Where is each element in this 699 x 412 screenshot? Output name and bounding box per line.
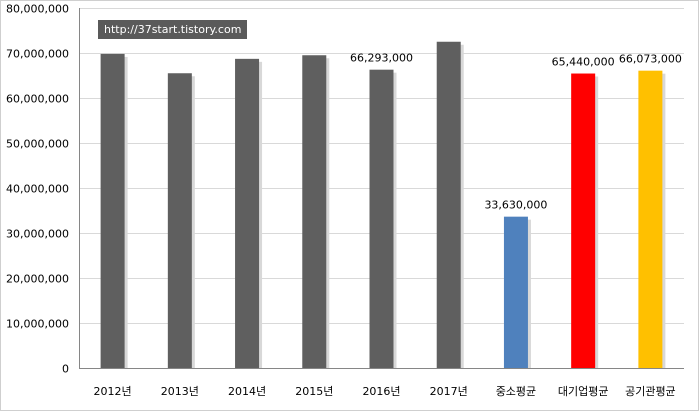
bars <box>100 41 666 369</box>
x-tick-label: 2014년 <box>228 385 266 398</box>
data-label: 66,073,000 <box>619 53 682 66</box>
data-labels: 66,293,000 33,630,000 65,440,000 66,073,000 <box>350 52 682 212</box>
y-axis-ticks: 0 10,000,000 20,000,000 30,000,000 40,000,00… <box>6 3 69 376</box>
data-label: 66,293,000 <box>350 52 413 65</box>
bar <box>167 73 192 368</box>
watermark-label: http://37start.tistory.com <box>98 20 248 39</box>
y-tick-label: 10,000,000 <box>6 318 69 331</box>
bar <box>235 58 260 368</box>
bar <box>638 70 663 368</box>
bar <box>436 41 461 368</box>
bar <box>302 55 327 368</box>
y-tick-label: 80,000,000 <box>6 3 69 16</box>
data-label: 33,630,000 <box>484 199 547 212</box>
y-tick-label: 50,000,000 <box>6 138 69 151</box>
y-tick-label: 30,000,000 <box>6 228 69 241</box>
y-tick-label: 0 <box>62 363 69 376</box>
x-axis-labels: 2012년 2013년 2014년 2015년 2016년 2017년 중소평균 대기업평균 공… <box>94 385 676 398</box>
x-tick-label: 2017년 <box>430 385 468 398</box>
x-tick-label: 2016년 <box>362 385 400 398</box>
y-tick-label: 60,000,000 <box>6 93 69 106</box>
x-tick-label: 2015년 <box>295 385 333 398</box>
x-tick-label: 대기업평균 <box>558 385 609 398</box>
x-tick-label: 공기관평균 <box>625 385 676 398</box>
x-tick-label: 2012년 <box>94 385 132 398</box>
data-label: 65,440,000 <box>552 56 615 69</box>
y-tick-label: 70,000,000 <box>6 48 69 61</box>
bar <box>503 216 528 368</box>
bar <box>100 53 125 369</box>
y-tick-label: 40,000,000 <box>6 183 69 196</box>
bar <box>369 69 394 368</box>
x-tick-label: 중소평균 <box>496 385 536 398</box>
x-tick-label: 2013년 <box>161 385 199 398</box>
bar <box>571 73 596 369</box>
y-tick-label: 20,000,000 <box>6 273 69 286</box>
